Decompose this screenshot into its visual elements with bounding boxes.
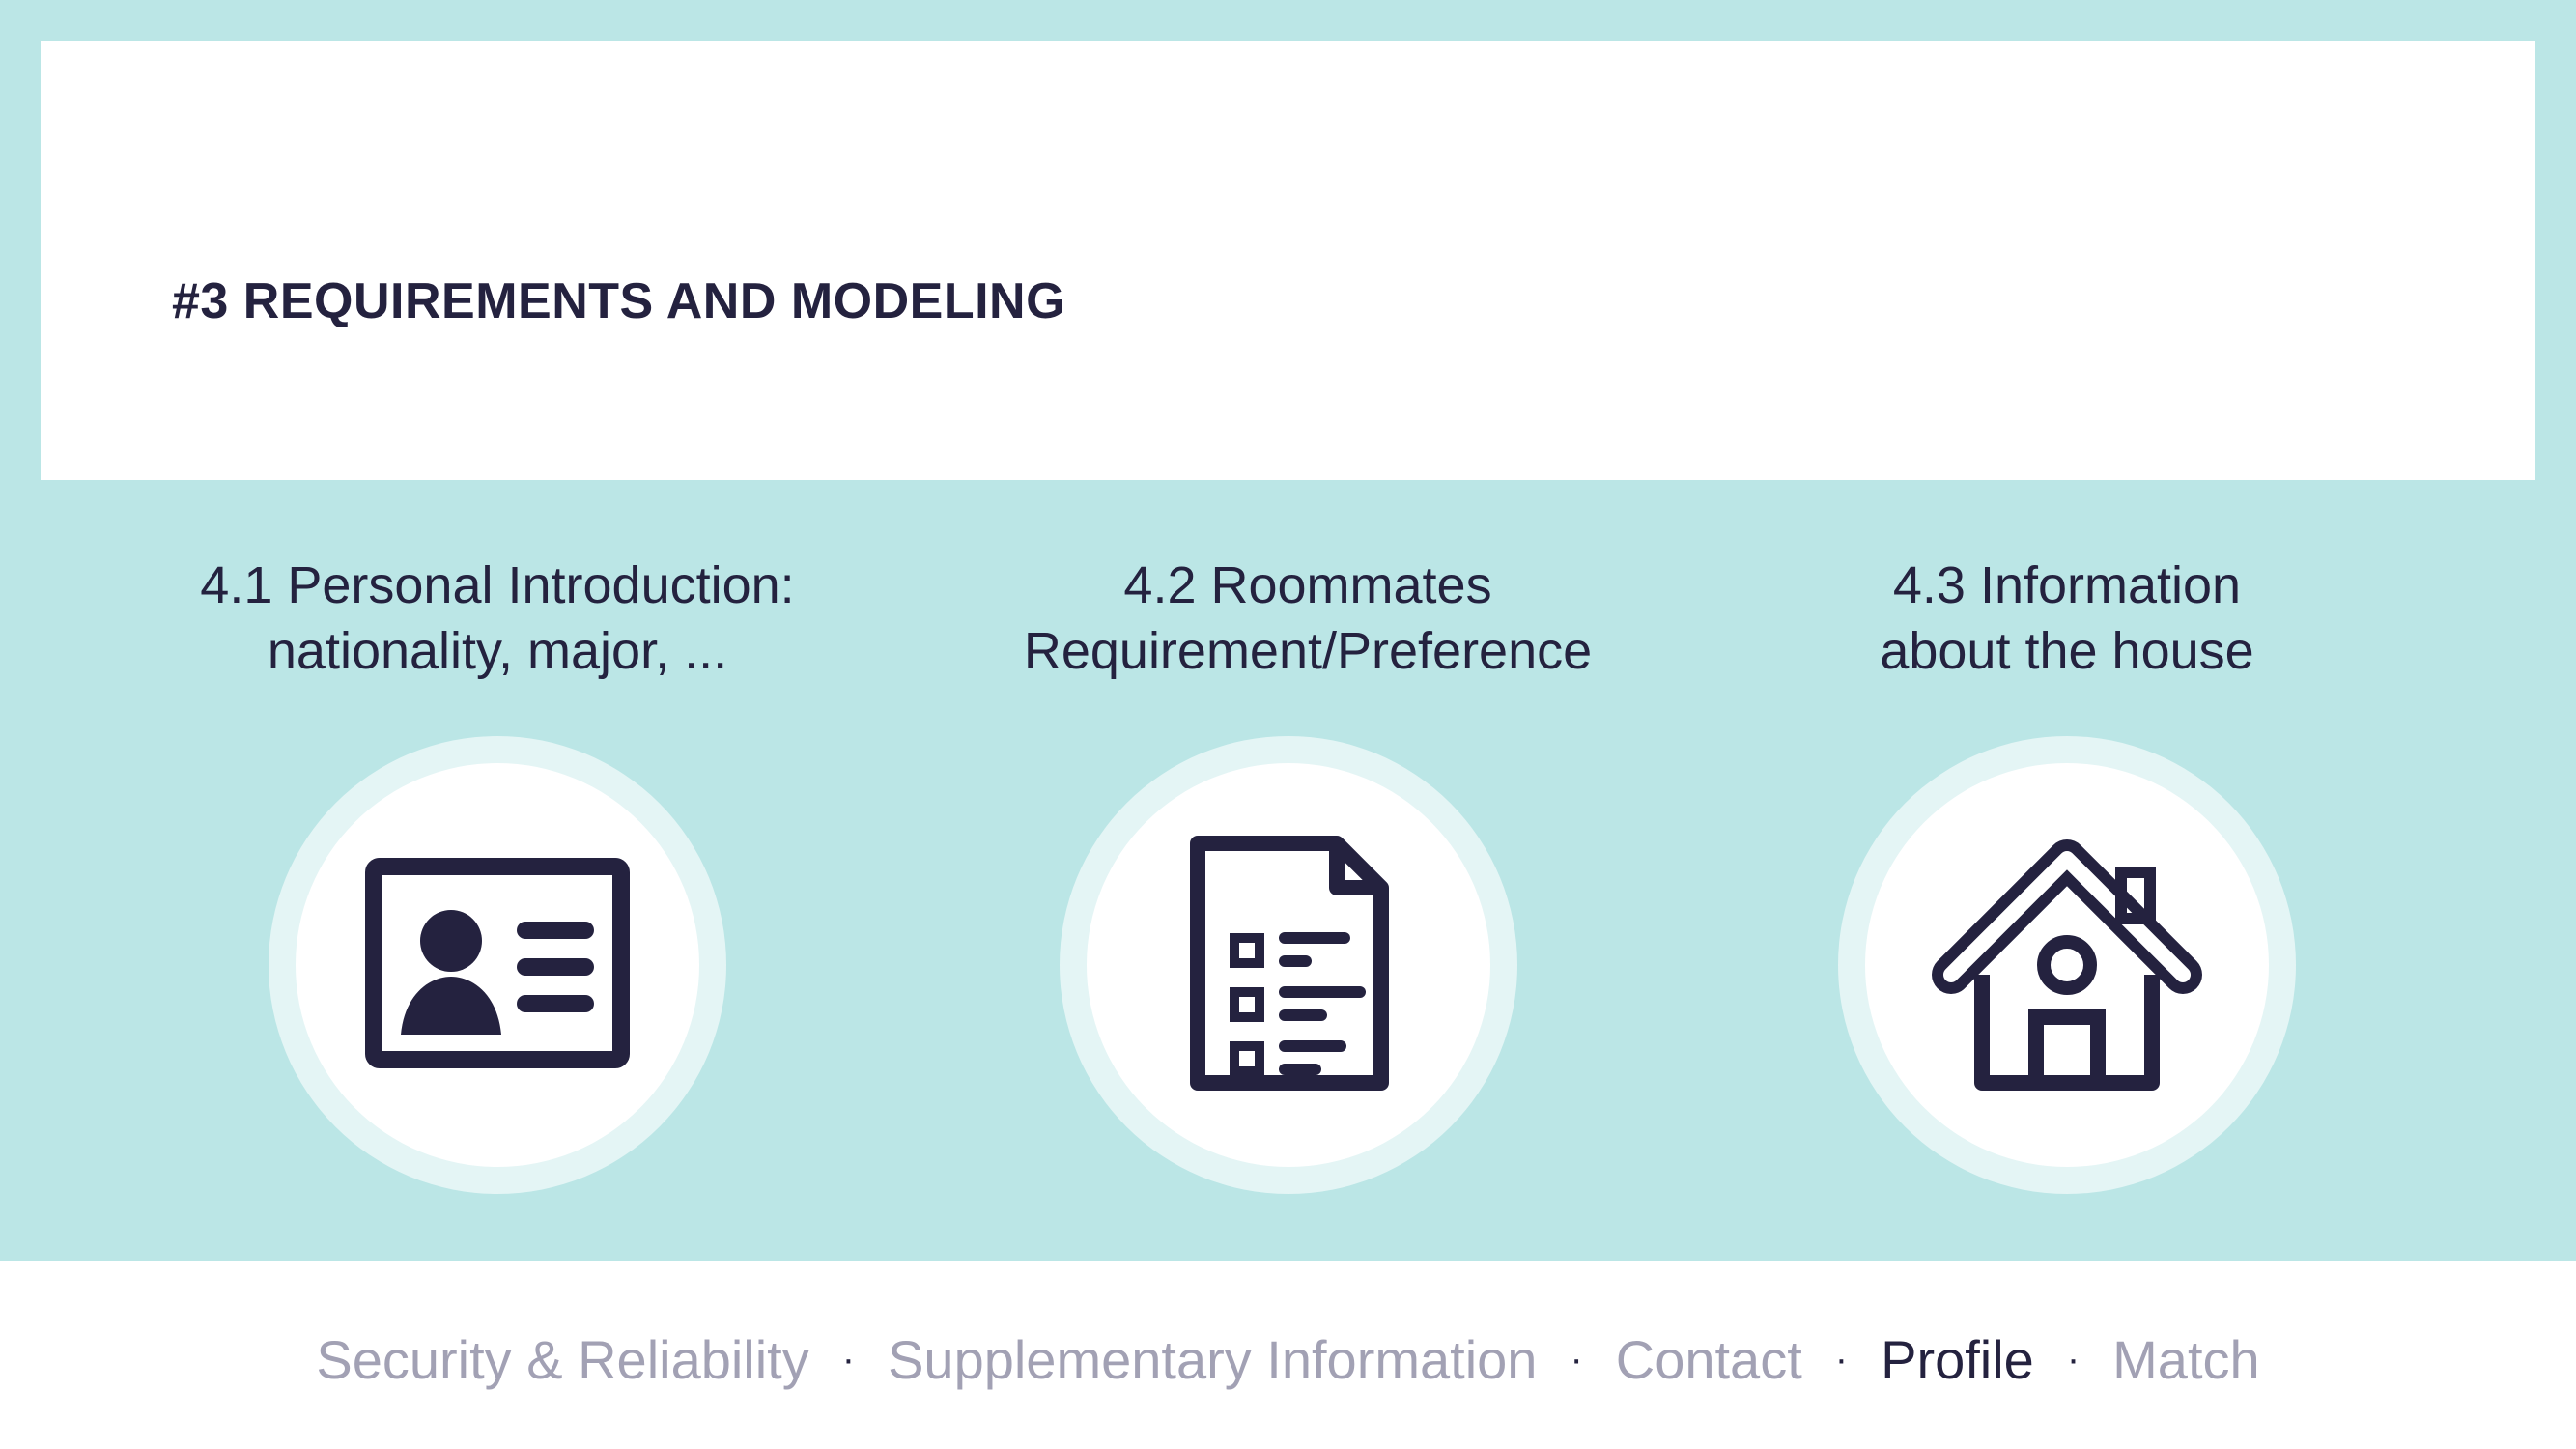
feature-roommates-requirement: 4.2 Roommates Requirement/Preference [931,553,1684,684]
checklist-document-icon [1190,836,1389,1091]
feature-label-line1: 4.3 Information [1892,556,2242,614]
id-card-icon-badge [269,736,726,1194]
nav-separator: · [841,1338,856,1380]
feature-house-information: 4.3 Information about the house [1690,553,2444,684]
feature-label-line1: 4.2 Roommates [1123,556,1492,614]
feature-label: 4.2 Roommates Requirement/Preference [931,553,1684,684]
feature-label: 4.3 Information about the house [1690,553,2444,684]
id-card-icon [365,858,630,1068]
icon-disc [296,763,699,1167]
nav-separator: · [2066,1338,2081,1380]
checklist-document-icon-badge [1060,736,1517,1194]
house-icon [1932,839,2202,1091]
icon-disc [1865,763,2269,1167]
footer: Security & Reliability · Supplementary I… [0,1261,2576,1449]
feature-label: 4.1 Personal Introduction: nationality, … [121,553,874,684]
nav-item-supplementary-information[interactable]: Supplementary Information [888,1329,1538,1390]
icon-disc [1087,763,1490,1167]
footer-nav: Security & Reliability · Supplementary I… [0,1261,2576,1449]
house-icon-badge [1838,736,2296,1194]
nav-item-match[interactable]: Match [2112,1329,2260,1390]
nav-item-contact[interactable]: Contact [1615,1329,1802,1390]
feature-label-line2: about the house [1880,622,2254,680]
feature-label-line2: nationality, major, ... [267,622,728,680]
title-card: #3 REQUIREMENTS AND MODELING [41,41,2535,480]
feature-label-line1: 4.1 Personal Introduction: [200,556,795,614]
nav-item-profile[interactable]: Profile [1881,1329,2034,1390]
feature-personal-introduction: 4.1 Personal Introduction: nationality, … [121,553,874,684]
nav-separator: · [1570,1338,1583,1380]
feature-label-line2: Requirement/Preference [1023,622,1593,680]
nav-separator: · [1834,1338,1849,1380]
nav-item-security-reliability[interactable]: Security & Reliability [316,1329,809,1390]
slide-title: #3 REQUIREMENTS AND MODELING [172,273,1066,329]
